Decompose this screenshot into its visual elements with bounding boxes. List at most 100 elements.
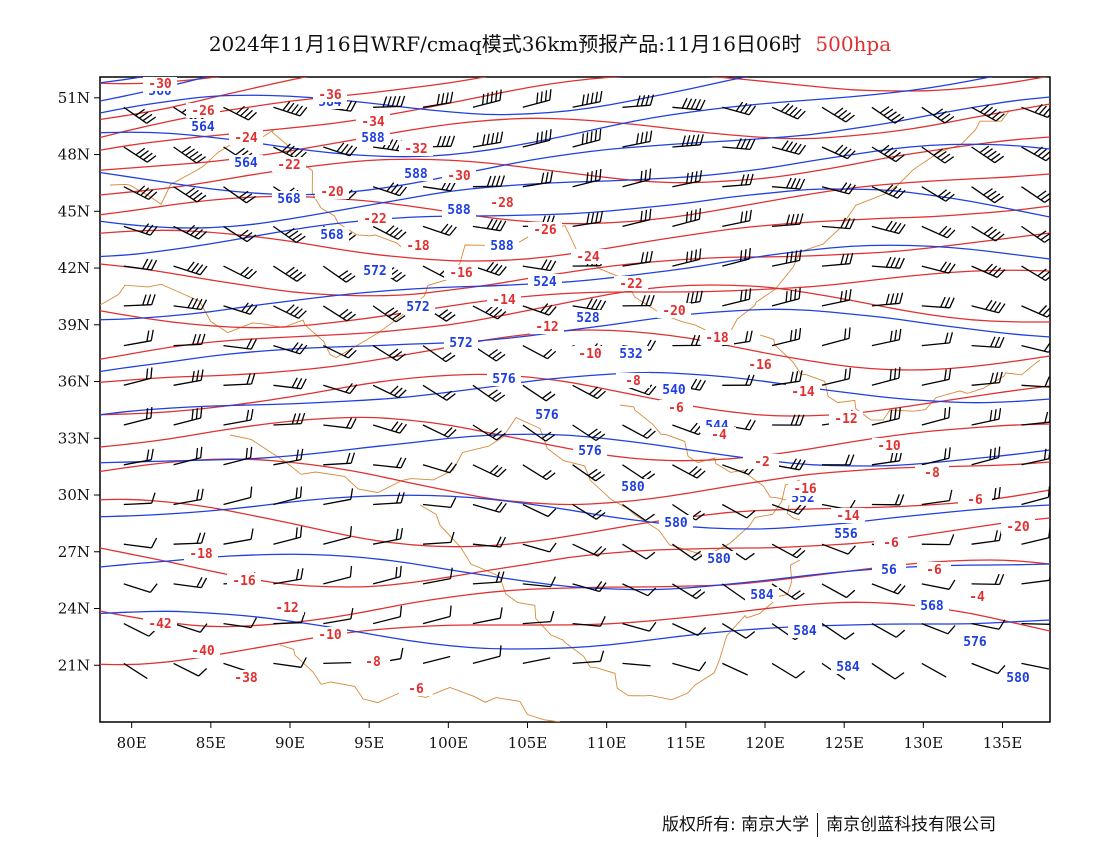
wind-barb: [323, 607, 354, 625]
svg-text:568: 568: [277, 192, 301, 207]
wind-barb: [971, 662, 1006, 675]
svg-text:588: 588: [361, 131, 385, 146]
svg-text:-26: -26: [533, 223, 557, 238]
boundary-line: [619, 404, 801, 521]
wind-barb: [273, 342, 308, 355]
wind-barb: [871, 328, 902, 347]
wind-barb: [1021, 225, 1050, 243]
svg-text:-20: -20: [320, 185, 344, 200]
wind-barb: [871, 106, 905, 124]
svg-text:-26: -26: [191, 104, 215, 119]
svg-text:-12: -12: [275, 601, 298, 616]
svg-text:-18: -18: [406, 239, 430, 254]
title-text: 2024年11月16日WRF/cmaq模式36km预报产品:11月16日06时: [208, 32, 802, 56]
wind-barb: [772, 414, 805, 426]
svg-text:-6: -6: [883, 536, 899, 551]
wind-barb: [323, 566, 353, 585]
wind-barb: [821, 289, 852, 307]
wind-barb: [1021, 662, 1050, 670]
contour-labels: 5605645645685685725725725765765765805805…: [143, 77, 1035, 697]
temperature-isotherm: [100, 205, 1050, 262]
contour-label: -6: [917, 562, 951, 578]
wind-barb: [273, 412, 306, 426]
wind-barb: [123, 185, 158, 200]
wind-barb: [871, 144, 905, 163]
lon-tick-label: 130E: [904, 734, 944, 752]
wind-barb: [871, 407, 901, 426]
wind-barb: [223, 105, 257, 121]
wind-barb: [1021, 411, 1050, 426]
wind-barb: [173, 145, 206, 164]
wind-barb: [472, 89, 502, 108]
svg-text:-2: -2: [754, 455, 770, 470]
svg-text:-18: -18: [705, 331, 729, 346]
wind-barb: [123, 537, 158, 549]
wind-barb: [123, 407, 153, 426]
wind-barb: [971, 299, 1006, 314]
wind-barb: [672, 208, 702, 228]
wind-barb: [821, 367, 852, 386]
height-contour: [100, 494, 1050, 530]
wind-barb: [522, 424, 556, 442]
height-contour: [100, 188, 1050, 258]
svg-text:576: 576: [578, 444, 602, 459]
contour-label: 564: [229, 155, 263, 171]
wind-barb: [223, 186, 256, 204]
copyright-text: 版权所有: 南京大学: [662, 815, 810, 835]
wind-barb: [273, 304, 307, 319]
lon-tick-label: 80E: [117, 734, 147, 752]
contour-label: -8: [616, 373, 650, 389]
wind-barb: [622, 543, 656, 560]
wind-barb: [422, 384, 456, 401]
contour-label: 588: [485, 238, 519, 254]
contour-label: 588: [356, 130, 390, 146]
wind-barb: [622, 294, 655, 307]
contour-label: -42: [143, 616, 177, 632]
wind-barb: [273, 486, 303, 506]
wind-barb: [572, 128, 602, 148]
wind-barb: [572, 650, 605, 665]
lat-tick-label: 30N: [58, 486, 90, 504]
wind-barb: [522, 345, 557, 360]
contour-label: -22: [614, 276, 648, 292]
lat-tick-label: 42N: [58, 259, 90, 277]
contour-label: -30: [143, 77, 177, 92]
boundary-line: [100, 109, 1011, 359]
svg-text:-22: -22: [619, 277, 642, 292]
wind-barb: [422, 223, 457, 237]
wind-barb: [921, 534, 955, 546]
wind-barb: [323, 383, 358, 395]
wind-barb: [921, 662, 947, 678]
wind-barb: [722, 209, 752, 228]
wind-barb: [173, 297, 208, 311]
wind-barb: [771, 662, 806, 679]
svg-text:-16: -16: [449, 266, 473, 281]
wind-barb: [123, 146, 157, 163]
latitude-axis: 51N 48N 45N 42N 39N 36N 33N 30N 27N 24N 21N: [58, 89, 100, 674]
wind-barb: [273, 657, 307, 668]
height-contour: [100, 77, 146, 84]
wind-barb: [622, 424, 656, 439]
svg-text:-30: -30: [447, 169, 471, 184]
contour-label: -32: [399, 141, 433, 157]
wind-barb: [722, 173, 754, 188]
wind-barb: [123, 492, 156, 506]
wind-barb: [373, 457, 407, 469]
contour-label: -18: [184, 546, 218, 562]
wind-barb: [821, 623, 855, 640]
svg-text:572: 572: [406, 300, 429, 315]
svg-text:-6: -6: [668, 401, 684, 416]
wind-barb: [522, 259, 557, 272]
longitude-axis: 80E 85E 90E 95E 100E 105E 110E 115E 120E 125E 130E…: [117, 722, 1022, 752]
wind-barb: [622, 662, 651, 667]
wind-barb: [672, 583, 706, 600]
contour-label: 580: [702, 551, 736, 567]
wind-barb: [472, 645, 502, 665]
contour-label: 572: [358, 263, 392, 279]
wind-barb: [622, 94, 655, 108]
temperature-isotherm: [100, 489, 1050, 548]
wind-barb: [921, 186, 955, 202]
wind-barb: [323, 345, 357, 359]
chart-title: 2024年11月16日WRF/cmaq模式36km预报产品:11月16日06时 5…: [0, 28, 1100, 57]
